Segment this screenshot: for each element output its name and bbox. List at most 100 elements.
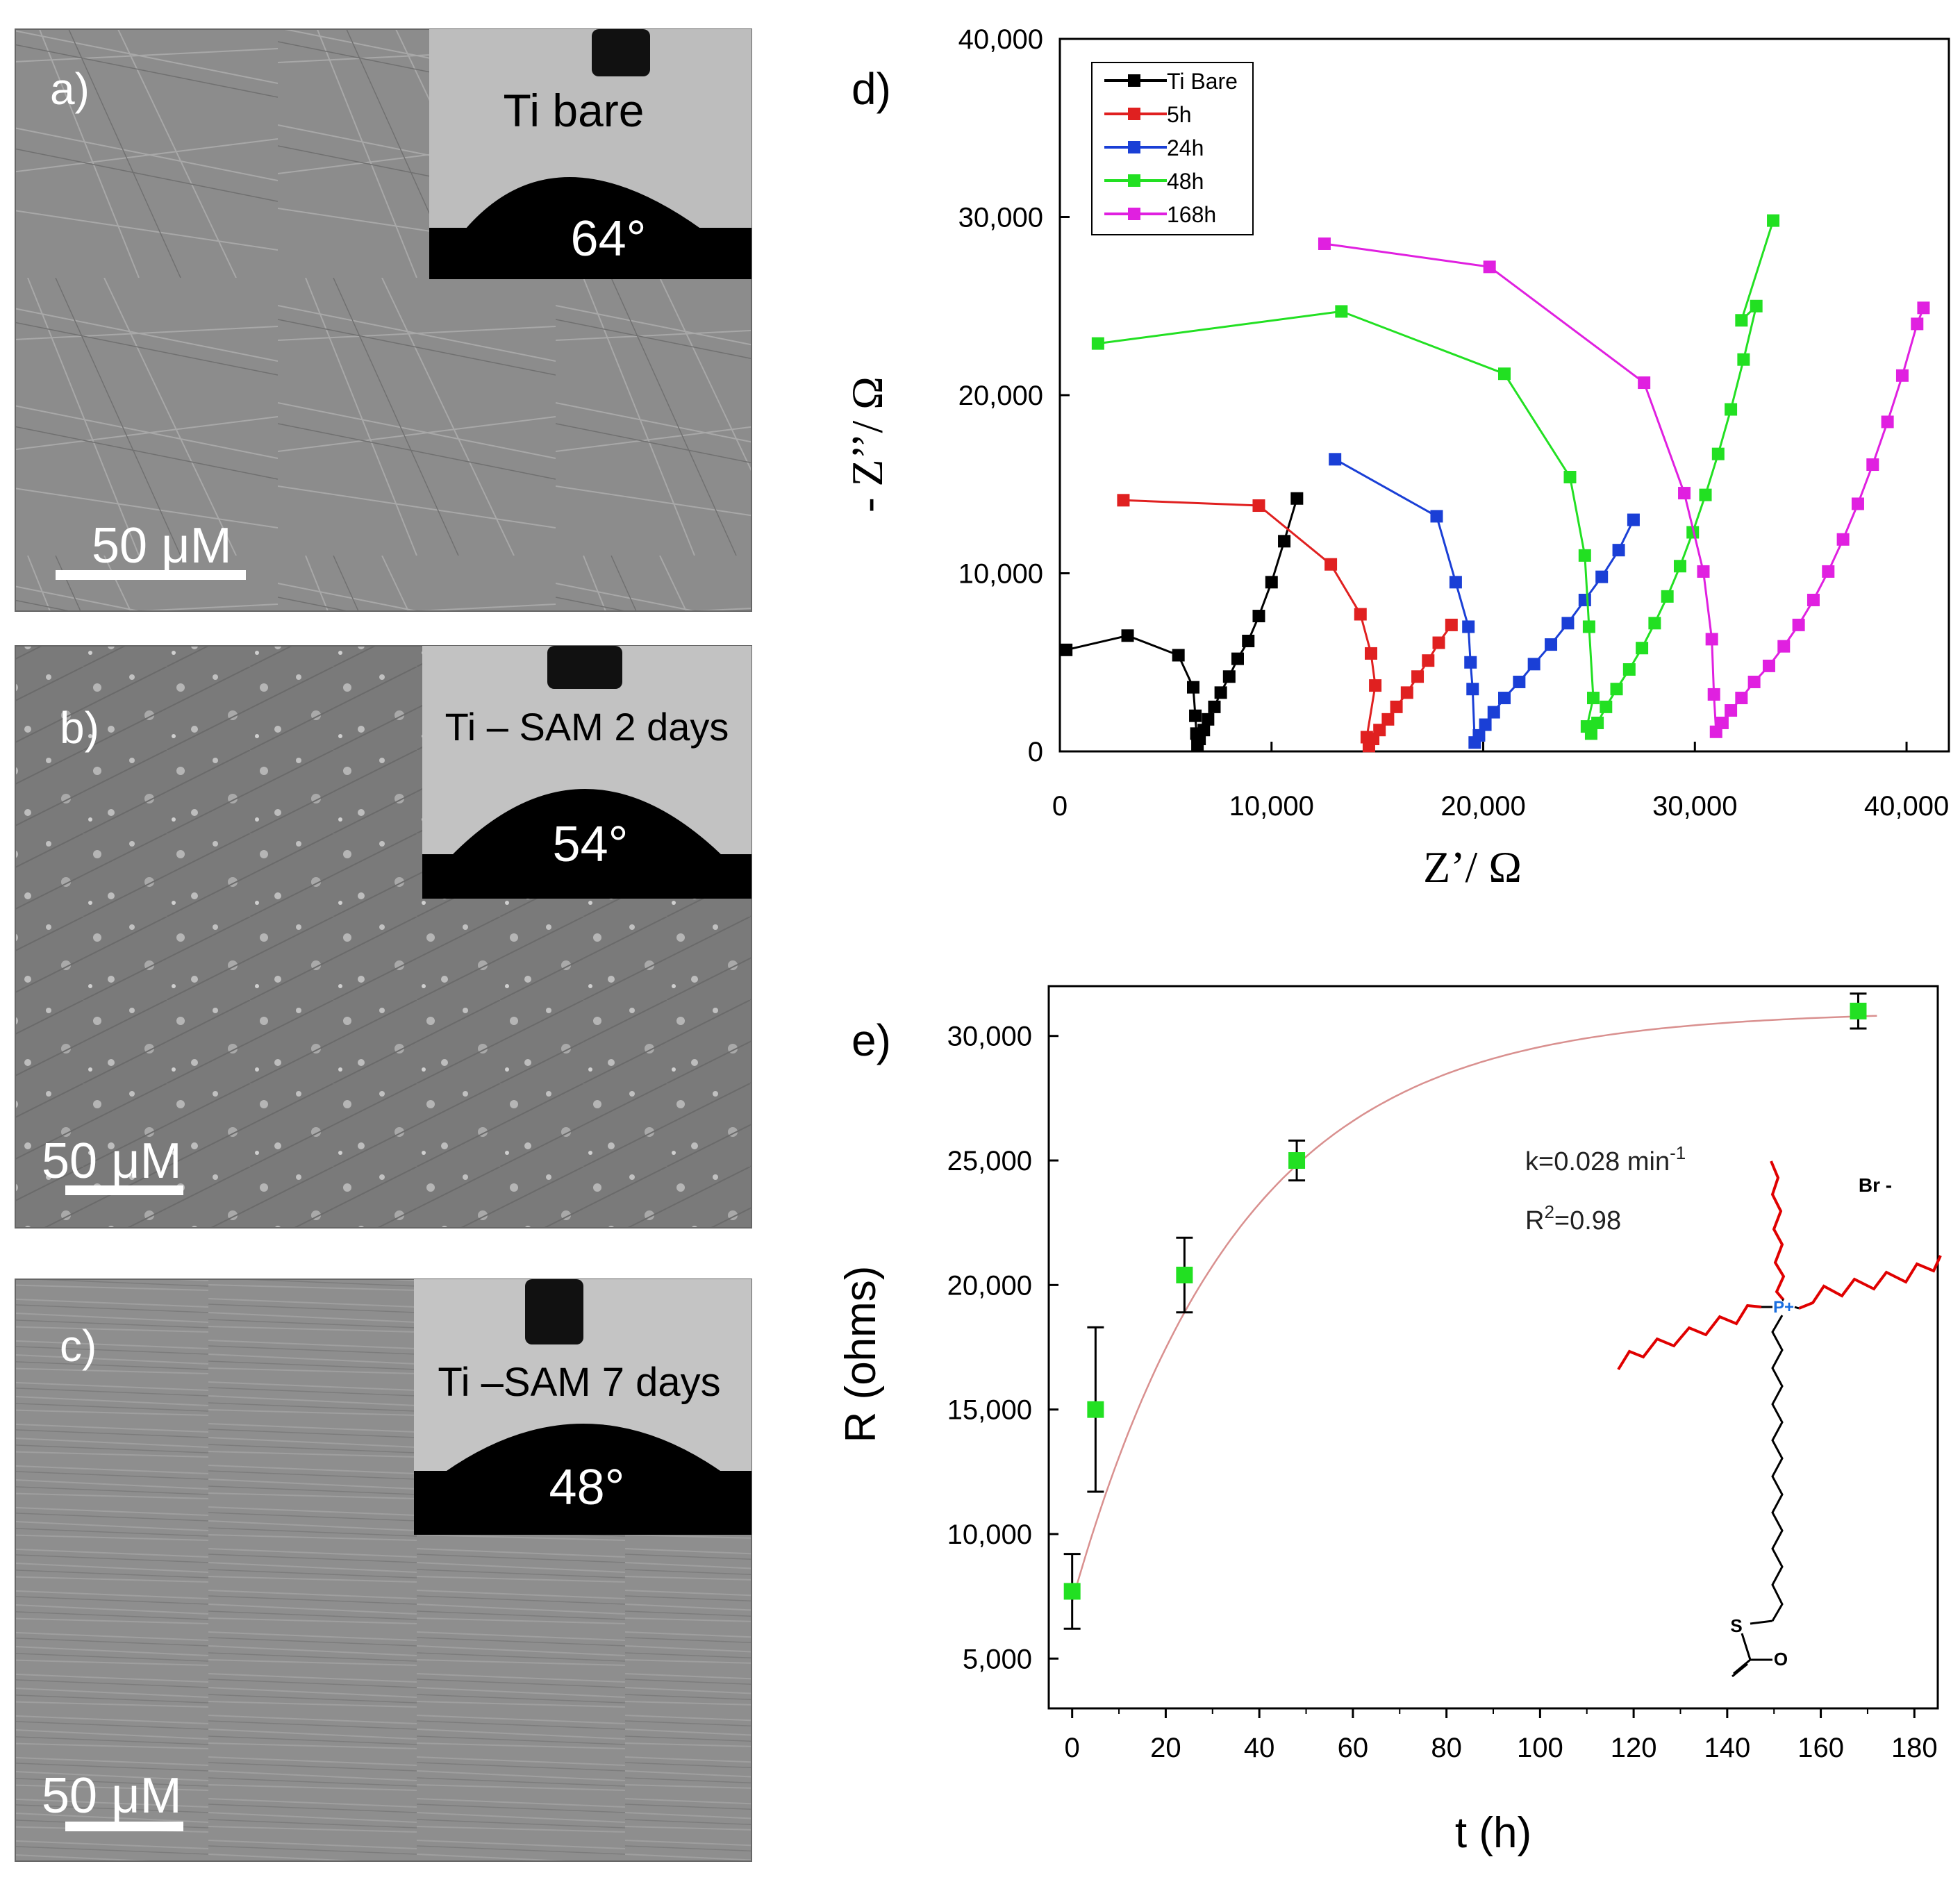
data-point-5h — [1432, 636, 1445, 649]
r2-prefix: R — [1525, 1206, 1544, 1235]
data-point-5h — [1445, 618, 1458, 631]
sem-panel-c: c) Ti –SAM 7 days 48° 50 μM — [15, 1279, 752, 1862]
svg-text:R2=0.98: R2=0.98 — [1525, 1201, 1621, 1235]
nyquist-y-ticks: 0 10,000 20,000 30,000 40,000 — [958, 24, 1070, 767]
nyquist-x-tick-label: 10,000 — [1229, 791, 1314, 822]
r2-sup: 2 — [1544, 1201, 1554, 1222]
sem-panel-b: b) Ti – SAM 2 days 54° 50 μM — [15, 645, 752, 1229]
phosphonium-label: P+ — [1773, 1298, 1794, 1317]
resistance-data-point — [1087, 1401, 1104, 1418]
resistance-y-tick-label: 25,000 — [947, 1146, 1032, 1176]
k-sup: -1 — [1670, 1142, 1686, 1163]
resistance-x-tick-label: 60 — [1338, 1733, 1369, 1763]
alkyl-chain-left — [1617, 1304, 1762, 1371]
legend-label-48h: 48h — [1167, 169, 1204, 194]
data-point-ti-bare — [1121, 629, 1134, 642]
thioacetate-group — [1731, 1619, 1773, 1678]
resistance-data-point — [1176, 1267, 1193, 1283]
data-point-168h — [1735, 692, 1748, 705]
data-point-48h — [1335, 305, 1348, 318]
data-point-5h — [1252, 499, 1265, 513]
data-point-ti-bare — [1222, 670, 1236, 683]
phosphorus-bonds — [1761, 1299, 1800, 1310]
legend-label-24h: 24h — [1167, 135, 1204, 160]
svg-text:k=0.028 min-1: k=0.028 min-1 — [1525, 1142, 1686, 1176]
data-point-168h — [1807, 593, 1820, 606]
nyquist-series — [1060, 214, 1930, 753]
legend-marker-24h — [1128, 141, 1140, 153]
data-point-24h — [1578, 593, 1591, 606]
contact-angle-a: 64° — [571, 211, 647, 267]
scale-text-c: 50 μM — [42, 1768, 182, 1824]
sulfur-label: S — [1730, 1615, 1742, 1636]
panel-a-letter: a) — [50, 64, 90, 114]
data-point-24h — [1462, 620, 1475, 633]
data-point-24h — [1561, 617, 1575, 630]
data-point-168h — [1762, 659, 1775, 672]
data-point-ti-bare — [1208, 700, 1221, 713]
data-point-24h — [1527, 658, 1540, 671]
data-point-5h — [1422, 654, 1435, 667]
data-point-48h — [1582, 620, 1595, 633]
series-line-48h — [1097, 306, 1758, 736]
contact-angle-b: 54° — [553, 817, 629, 872]
resistance-data-point — [1063, 1583, 1081, 1600]
data-point-24h — [1449, 576, 1462, 589]
resistance-y-tick-label: 30,000 — [947, 1022, 1032, 1052]
legend-label-5h: 5h — [1167, 102, 1192, 127]
data-point-24h — [1464, 656, 1477, 669]
data-point-24h — [1487, 706, 1500, 719]
legend-entries: Ti Bare 5h 24h 48h 168h — [1104, 69, 1238, 227]
nyquist-y-tick-label: 10,000 — [958, 559, 1043, 590]
data-point-48h — [1661, 590, 1674, 603]
oxygen-label: O — [1774, 1649, 1788, 1669]
resistance-data-point — [1850, 1002, 1867, 1019]
data-point-168h — [1822, 565, 1835, 578]
resistance-x-tick-label: 120 — [1611, 1733, 1657, 1763]
nyquist-legend: Ti Bare 5h 24h 48h 168h — [1091, 62, 1254, 235]
data-point-24h — [1430, 510, 1443, 523]
data-point-48h — [1648, 617, 1661, 630]
r2-value: =0.98 — [1554, 1206, 1621, 1235]
resistance-x-tick-label: 100 — [1517, 1733, 1563, 1763]
data-point-168h — [1777, 640, 1791, 653]
contact-angle-c: 48° — [549, 1460, 625, 1515]
resistance-data-points — [1063, 992, 1867, 1630]
resistance-y-tick-label: 5,000 — [963, 1644, 1032, 1674]
data-point-24h — [1479, 718, 1492, 731]
data-point-24h — [1612, 544, 1625, 557]
data-point-168h — [1895, 369, 1909, 382]
data-point-48h — [1091, 337, 1104, 350]
resistance-x-axis-title: t (h) — [1455, 1809, 1531, 1857]
data-point-ti-bare — [1278, 535, 1291, 548]
resistance-y-ticks: 5,000 10,000 15,000 20,000 25,000 30,000 — [947, 1022, 1058, 1674]
nyquist-x-axis-title: Z’/ Ω — [1423, 842, 1522, 892]
data-point-48h — [1735, 314, 1748, 327]
resistance-x-tick-label: 180 — [1891, 1733, 1938, 1763]
k-text: k=0.028 min — [1525, 1147, 1670, 1176]
data-point-48h — [1587, 692, 1600, 705]
nyquist-x-tick-label: 20,000 — [1440, 791, 1525, 822]
data-point-ti-bare — [1252, 610, 1265, 623]
nyquist-x-tick-label: 0 — [1052, 791, 1068, 822]
resistance-x-tick-label: 0 — [1065, 1733, 1080, 1763]
phosphonium-structure: P+ S O Br - — [1617, 1160, 1942, 1678]
data-point-5h — [1365, 647, 1377, 660]
nyquist-y-tick-label: 0 — [1028, 737, 1043, 767]
contact-angle-inset-c: Ti –SAM 7 days 48° — [414, 1279, 751, 1535]
data-point-168h — [1747, 675, 1761, 688]
data-point-48h — [1563, 470, 1577, 483]
resistance-x-tick-label: 140 — [1704, 1733, 1750, 1763]
data-point-24h — [1545, 638, 1558, 651]
data-point-168h — [1483, 260, 1496, 274]
data-point-24h — [1627, 513, 1640, 526]
legend-marker-48h — [1128, 174, 1140, 187]
resistance-x-ticks: 0 20 40 60 80 100 120 140 160 180 — [1065, 1708, 1938, 1763]
nyquist-y-tick-label: 30,000 — [958, 203, 1043, 233]
data-point-24h — [1466, 683, 1479, 696]
data-point-24h — [1329, 453, 1342, 466]
data-point-5h — [1411, 670, 1425, 683]
data-point-168h — [1836, 533, 1850, 546]
resistance-y-tick-label: 20,000 — [947, 1270, 1032, 1301]
nyquist-x-tick-label: 30,000 — [1652, 791, 1737, 822]
